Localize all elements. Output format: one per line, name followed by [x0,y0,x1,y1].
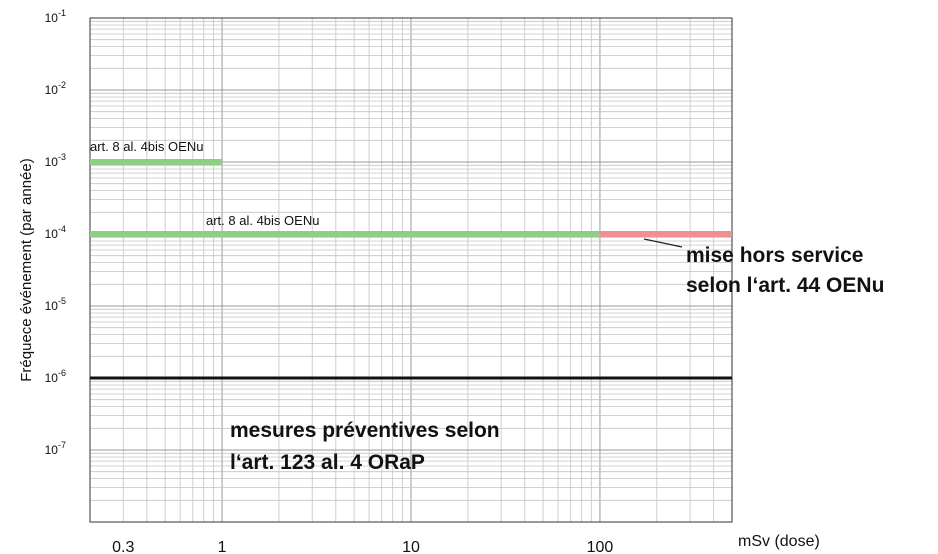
y-tick-exponent: -5 [58,296,66,306]
y-tick-label: 10-4 [45,224,66,241]
plot-frame [89,17,733,523]
y-tick-label: 10-6 [45,368,66,385]
label-upper-band: art. 8 al. 4bis OENu [90,139,203,154]
preventive-annotation-line1: mesures préventives selon [230,419,500,442]
shutdown-annotation-line2: selon l‘art. 44 OENu [686,274,884,297]
x-tick-label: 10 [402,539,420,554]
y-tick-label: 10-2 [45,80,66,97]
y-tick-label: 10-5 [45,296,66,313]
y-tick-label: 10-1 [45,8,66,25]
preventive-annotation-line2: l‘art. 123 al. 4 ORaP [230,451,425,474]
y-tick-exponent: -6 [58,368,66,378]
x-tick-label: 1 [218,539,227,554]
y-tick-label: 10-3 [45,152,66,169]
y-tick-exponent: -1 [58,8,66,18]
y-tick-exponent: -4 [58,224,66,234]
x-tick-label: 0.3 [112,539,134,554]
x-tick-labels: 0.3 1 10 100 [112,539,613,554]
y-tick-label: 10-7 [45,440,66,457]
series-group [90,159,732,380]
shutdown-annotation-line1: mise hors service [686,244,863,267]
y-tick-exponent: -2 [58,80,66,90]
label-lower-band: art. 8 al. 4bis OENu [206,213,319,228]
grid [89,17,733,523]
shutdown-pointer [643,238,683,248]
y-tick-labels: 10-1 10-2 10-3 10-4 10-5 10-6 10-7 [45,8,66,457]
x-tick-label: 100 [587,539,614,554]
x-unit-label: mSv (dose) [738,533,820,550]
y-tick-exponent: -7 [58,440,66,450]
y-tick-exponent: -3 [58,152,66,162]
y-axis-label: Fréquece événement (par année) [18,158,35,381]
